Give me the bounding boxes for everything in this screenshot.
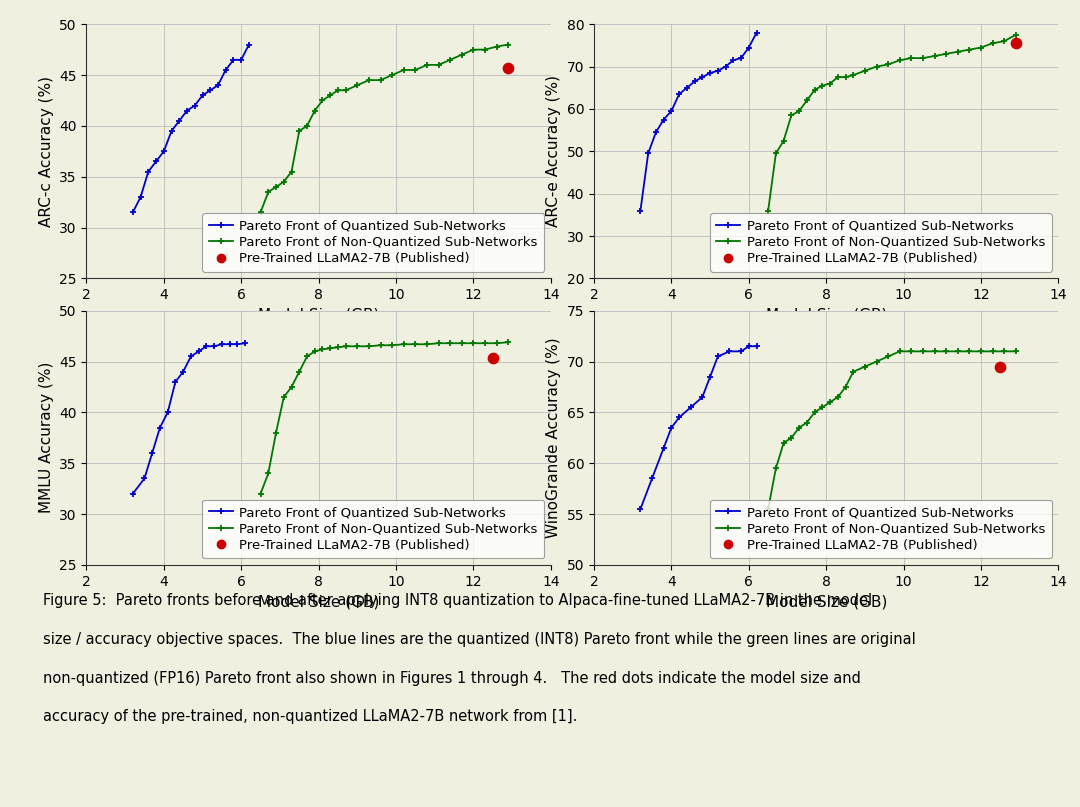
Y-axis label: MMLU Accuracy (%): MMLU Accuracy (%): [39, 362, 54, 513]
X-axis label: Model Size (GB): Model Size (GB): [258, 594, 379, 609]
Y-axis label: ARC-c Accuracy (%): ARC-c Accuracy (%): [39, 76, 54, 227]
Point: [500, 61, 517, 74]
Text: size / accuracy objective spaces.  The blue lines are the quantized (INT8) Paret: size / accuracy objective spaces. The bl…: [43, 632, 916, 647]
Text: accuracy of the pre-trained, non-quantized LLaMA2-7B network from [1].: accuracy of the pre-trained, non-quantiz…: [43, 709, 578, 725]
Legend: Pareto Front of Quantized Sub-Networks, Pareto Front of Non-Quantized Sub-Networ: Pareto Front of Quantized Sub-Networks, …: [202, 213, 544, 272]
X-axis label: Model Size (GB): Model Size (GB): [766, 594, 887, 609]
Point: [484, 352, 501, 365]
Legend: Pareto Front of Quantized Sub-Networks, Pareto Front of Non-Quantized Sub-Networ: Pareto Front of Quantized Sub-Networks, …: [710, 213, 1052, 272]
Text: Figure 5:  Pareto fronts before and after applying INT8 quantization to Alpaca-f: Figure 5: Pareto fronts before and after…: [43, 593, 873, 608]
X-axis label: Model Size (GB): Model Size (GB): [766, 307, 887, 323]
X-axis label: Model Size (GB): Model Size (GB): [258, 307, 379, 323]
Y-axis label: WinoGrande Accuracy (%): WinoGrande Accuracy (%): [546, 337, 562, 538]
Point: [1008, 37, 1025, 50]
Legend: Pareto Front of Quantized Sub-Networks, Pareto Front of Non-Quantized Sub-Networ: Pareto Front of Quantized Sub-Networks, …: [710, 500, 1052, 558]
Y-axis label: ARC-e Accuracy (%): ARC-e Accuracy (%): [546, 75, 562, 228]
Legend: Pareto Front of Quantized Sub-Networks, Pareto Front of Non-Quantized Sub-Networ: Pareto Front of Quantized Sub-Networks, …: [202, 500, 544, 558]
Text: non-quantized (FP16) Pareto front also shown in Figures 1 through 4.   The red d: non-quantized (FP16) Pareto front also s…: [43, 671, 861, 686]
Point: [991, 360, 1009, 373]
